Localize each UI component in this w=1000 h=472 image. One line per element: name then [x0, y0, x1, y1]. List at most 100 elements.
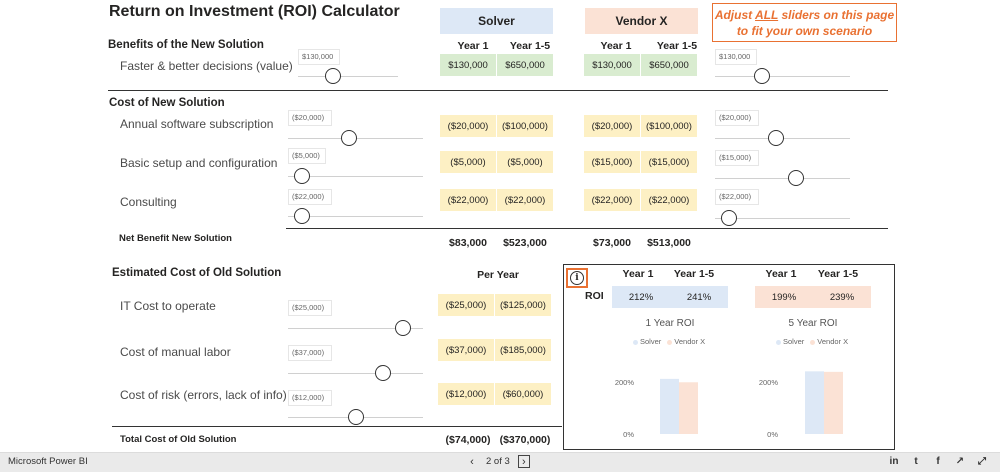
slider-knob-decisions[interactable] [325, 68, 341, 84]
page-indicator: 2 of 3 [486, 456, 510, 467]
slider-track-consulting[interactable] [288, 216, 423, 217]
prev-page-icon[interactable]: ‹ [470, 455, 474, 468]
col-year15: Year 1-5 [509, 40, 551, 52]
chart1-title: 1 Year ROI [645, 318, 695, 329]
legend-vendor: Vendor X [667, 337, 705, 346]
slider-track-it-cost[interactable] [288, 328, 423, 329]
vendor-slider-value-setup: ($15,000) [715, 150, 759, 166]
twitter-icon[interactable]: t [914, 455, 918, 467]
chart5-legend: Solver Vendor X [776, 337, 848, 346]
vendor-header: Vendor X [585, 8, 698, 34]
next-page-icon[interactable]: › [517, 455, 530, 468]
expand-icon[interactable]: ⤢ [978, 455, 986, 467]
solver-y5-setup: ($5,000) [497, 151, 553, 173]
solver-y1-subscription: ($20,000) [440, 115, 496, 137]
row-label-consulting: Consulting [120, 195, 177, 209]
net-vendor-y1: $73,000 [593, 237, 631, 249]
col-year15-vendor: Year 1-5 [656, 40, 698, 52]
col-year1: Year 1 [457, 40, 489, 52]
vendor-slider-knob-setup[interactable] [788, 170, 804, 186]
roi-solver-y5: 241% [670, 286, 728, 308]
net-benefit-label: Net Benefit New Solution [119, 233, 232, 244]
divider-total-old [112, 426, 562, 427]
row-label-decisions: Faster & better decisions (value) [120, 59, 293, 73]
vendor-y1-subscription: ($20,000) [584, 115, 640, 137]
divider-benefits [108, 90, 888, 91]
slider-value-it-cost: ($25,000) [288, 300, 332, 316]
chart5-tick-200: 200% [759, 378, 779, 387]
chart1-bar-solver[interactable] [660, 378, 679, 434]
slider-knob-labor[interactable] [374, 365, 391, 381]
roi-panel [563, 264, 895, 450]
linkedin-icon[interactable]: in [889, 455, 899, 467]
solver-y1-consulting: ($22,000) [440, 189, 496, 211]
vendor-slider-track-consulting[interactable] [715, 218, 850, 219]
total-old-label: Total Cost of Old Solution [120, 434, 237, 445]
roi-vendor-y1: 199% [755, 286, 813, 308]
brand-label[interactable]: Microsoft Power BI [8, 456, 88, 467]
share-icon[interactable]: ↗ [955, 455, 965, 467]
vendor-y1-consulting: ($22,000) [584, 189, 640, 211]
total-old-y1: ($74,000) [445, 434, 491, 446]
old-y1-it-cost: ($25,000) [438, 294, 494, 316]
chart5-bar-vendor[interactable] [824, 371, 843, 434]
row-label-labor: Cost of manual labor [120, 345, 231, 359]
old-y1-risk: ($12,000) [438, 383, 494, 405]
col-year1-vendor: Year 1 [600, 40, 632, 52]
chart5-bar-solver[interactable] [805, 371, 824, 434]
slider-knob-it-cost[interactable] [394, 320, 411, 336]
col-per-year: Per Year [477, 269, 519, 281]
total-old-y5: ($370,000) [499, 434, 551, 446]
share-icons: in t f ↗ ⤢ [888, 455, 988, 467]
chart5-tick-0: 0% [767, 430, 778, 439]
roi-col-year1-vendor: Year 1 [765, 268, 797, 280]
solver-y1-decisions: $130,000 [440, 54, 496, 76]
old-y5-labor: ($185,000) [495, 339, 551, 361]
pager: ‹ 2 of 3 › [466, 455, 530, 468]
legend-vendor-5: Vendor X [810, 337, 848, 346]
slider-track-labor[interactable] [288, 373, 423, 374]
divider-net-benefit [286, 228, 888, 229]
slider-knob-setup[interactable] [293, 168, 310, 184]
slider-value-risk: ($12,000) [288, 390, 332, 406]
benefits-heading: Benefits of the New Solution [108, 39, 264, 51]
roi-vendor-y5: 239% [813, 286, 871, 308]
vendor-slider-knob-decisions[interactable] [754, 68, 771, 84]
row-label-risk: Cost of risk (errors, lack of info) [120, 388, 287, 402]
vendor-slider-knob-subscription[interactable] [767, 130, 784, 146]
vendor-y5-subscription: ($100,000) [641, 115, 697, 137]
slider-track-decisions[interactable] [298, 76, 398, 77]
old-y5-risk: ($60,000) [495, 383, 551, 405]
solver-y5-decisions: $650,000 [497, 54, 553, 76]
slider-knob-subscription[interactable] [340, 130, 357, 146]
vendor-y5-consulting: ($22,000) [641, 189, 697, 211]
roi-label: ROI [585, 290, 604, 302]
roi-solver-y1: 212% [612, 286, 670, 308]
slider-knob-risk[interactable] [347, 409, 364, 425]
facebook-icon[interactable]: f [936, 455, 940, 467]
vendor-slider-value-decisions: $130,000 [715, 49, 757, 65]
info-button[interactable]: i [566, 268, 588, 288]
vendor-slider-track-setup[interactable] [715, 178, 850, 179]
vendor-slider-track-decisions[interactable] [715, 76, 850, 77]
vendor-y5-decisions: $650,000 [641, 54, 697, 76]
footer-bar [0, 452, 1000, 472]
chart1-bar-vendor[interactable] [679, 382, 698, 434]
page-title: Return on Investment (ROI) Calculator [109, 3, 400, 20]
solver-y5-consulting: ($22,000) [497, 189, 553, 211]
net-vendor-y5: $513,000 [647, 237, 691, 249]
chart1-tick-0: 0% [623, 430, 634, 439]
vendor-slider-value-consulting: ($22,000) [715, 189, 759, 205]
chart5-title: 5 Year ROI [788, 318, 838, 329]
solver-y1-setup: ($5,000) [440, 151, 496, 173]
old-y1-labor: ($37,000) [438, 339, 494, 361]
row-label-it-cost: IT Cost to operate [120, 299, 216, 313]
solver-header: Solver [440, 8, 553, 34]
net-solver-y5: $523,000 [503, 237, 547, 249]
info-icon: i [570, 271, 584, 285]
vendor-slider-knob-consulting[interactable] [720, 210, 737, 226]
slider-value-subscription: ($20,000) [288, 110, 332, 126]
vendor-y1-decisions: $130,000 [584, 54, 640, 76]
slider-track-setup[interactable] [288, 176, 423, 177]
slider-knob-consulting[interactable] [293, 208, 310, 224]
